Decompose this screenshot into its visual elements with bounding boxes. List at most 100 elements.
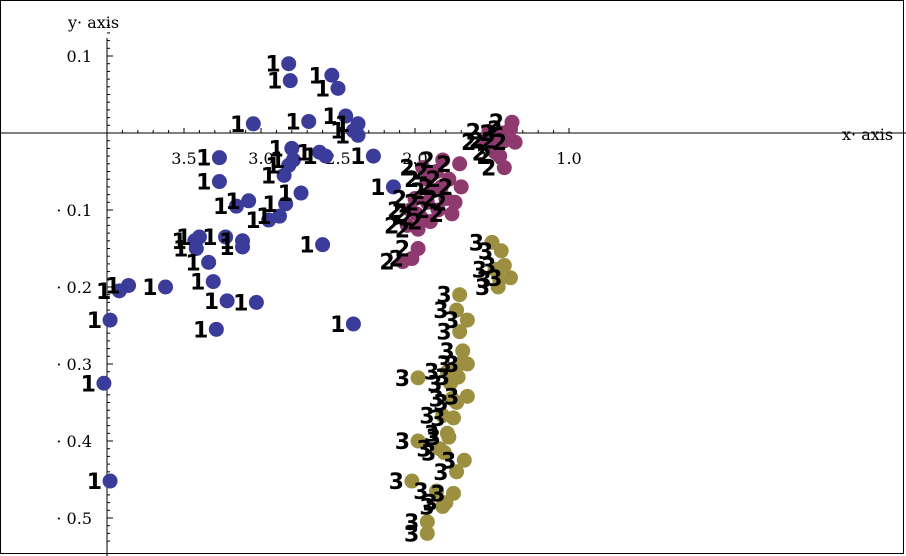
point-label-3: 3 [413,480,428,505]
point-label-2: 2 [481,157,496,182]
point-label-1: 1 [270,149,285,174]
data-point-2 [415,160,431,176]
y-tick-label: · 0.4 [56,432,92,451]
point-label-3: 3 [433,392,448,417]
point-label-2: 2 [404,191,419,216]
point-label-3: 3 [433,461,448,486]
point-label-1: 1 [261,164,276,189]
point-label-2: 2 [438,176,453,201]
data-point-3 [446,410,461,426]
point-label-3: 3 [436,284,451,309]
x-tick-label: 3.5 [171,149,196,168]
data-point-3 [456,452,472,468]
data-point-2 [504,114,520,130]
data-point-1 [285,152,301,168]
data-point-3 [449,464,465,480]
data-point-3 [452,287,468,303]
data-point-3 [452,356,468,372]
point-label-2: 2 [419,149,434,174]
data-point-1 [248,294,264,310]
data-point-3 [410,370,426,386]
data-point-1 [365,148,381,164]
data-point-1 [350,116,366,132]
data-point-3 [502,270,518,286]
data-point-1 [121,277,137,293]
point-label-1: 1 [213,195,228,220]
point-label-2: 2 [489,111,504,136]
point-label-1: 1 [196,171,211,196]
point-label-1: 1 [299,234,314,259]
point-label-1: 1 [87,309,102,334]
point-label-2: 2 [379,251,394,276]
point-label-2: 2 [492,131,507,156]
data-point-1 [208,321,224,337]
point-label-1: 1 [81,372,96,397]
point-label-1: 1 [96,280,111,305]
data-point-3 [459,312,475,328]
point-label-3: 3 [436,321,451,346]
data-point-1 [235,239,251,255]
x-tick-label: 1.0 [556,149,581,168]
data-point-1 [201,254,217,270]
data-point-1 [211,174,227,190]
point-label-2: 2 [407,211,422,236]
data-point-1 [219,293,235,309]
data-point-3 [496,257,512,273]
data-point-1 [338,108,354,124]
point-label-3: 3 [404,522,419,547]
point-label-2: 2 [472,141,487,166]
point-label-1: 1 [268,137,283,162]
data-point-2 [429,164,445,179]
point-label-3: 3 [426,426,441,451]
data-point-1 [284,140,300,156]
point-label-3: 3 [389,470,404,495]
data-point-3 [439,364,455,380]
point-label-1: 1 [296,141,311,166]
data-point-3 [429,483,445,499]
point-label-3: 3 [395,430,410,455]
data-point-2 [419,194,435,210]
point-label-3: 3 [404,511,419,536]
point-label-1: 1 [350,145,365,170]
data-point-1 [102,473,118,489]
point-label-2: 2 [426,168,441,193]
point-label-2: 2 [413,161,428,186]
data-point-1 [228,198,244,214]
point-label-3: 3 [436,353,451,378]
data-point-1 [158,279,174,295]
data-point-2 [452,156,468,172]
point-label-3: 3 [430,482,445,507]
data-point-3 [419,525,435,541]
point-label-2: 2 [487,118,502,143]
point-label-1: 1 [193,318,208,343]
point-label-1: 1 [278,182,293,207]
point-label-1: 1 [265,154,280,179]
data-point-1 [281,56,297,72]
point-label-1: 1 [335,124,350,149]
point-label-1: 1 [185,251,200,276]
data-point-1 [324,67,340,83]
point-label-1: 1 [335,113,350,138]
data-point-2 [441,171,457,187]
point-label-3: 3 [395,367,410,392]
data-point-3 [490,279,506,295]
data-point-1 [278,196,294,212]
point-label-1: 1 [225,190,240,215]
point-label-2: 2 [429,203,444,228]
point-label-2: 2 [395,238,410,263]
point-label-3: 3 [422,492,437,517]
point-label-3: 3 [439,340,454,365]
point-label-2: 2 [395,218,410,243]
point-label-1: 1 [330,313,345,338]
data-point-1 [218,229,234,245]
point-label-1: 1 [302,145,317,170]
point-label-3: 3 [487,267,502,292]
point-label-3: 3 [429,388,444,413]
point-label-3: 3 [469,231,484,256]
data-point-1 [241,193,257,209]
point-label-3: 3 [441,449,456,474]
point-label-1: 1 [230,113,245,138]
point-label-3: 3 [478,240,493,265]
